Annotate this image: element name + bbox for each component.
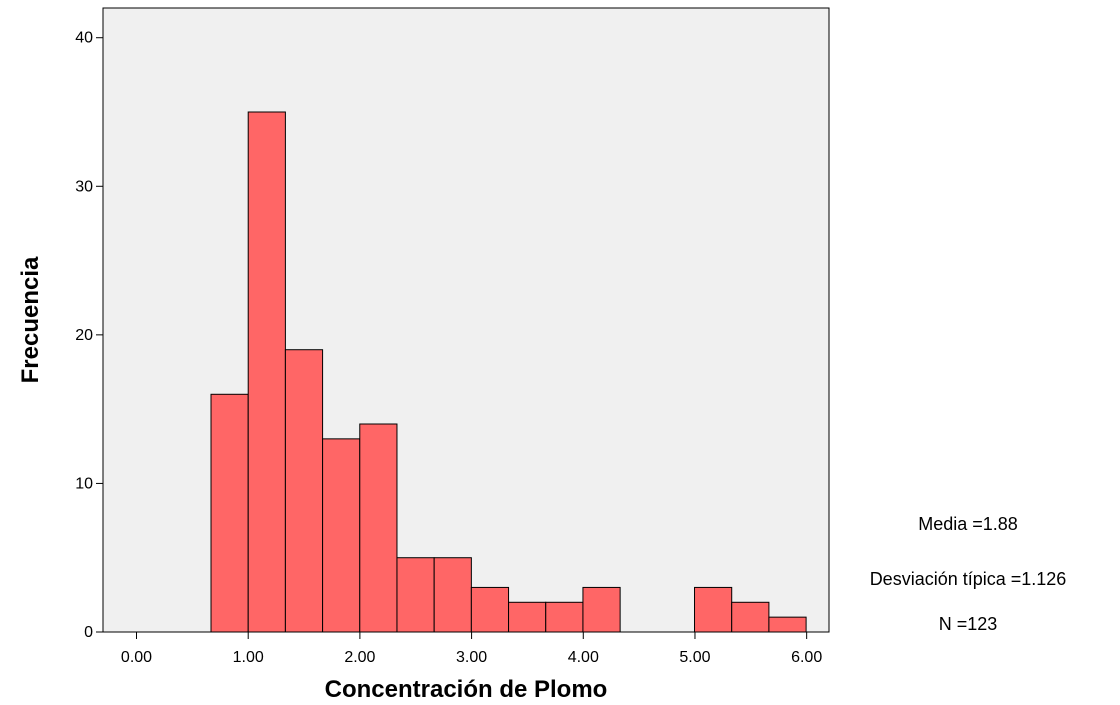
x-tick-label: 6.00	[791, 649, 822, 666]
y-tick-label: 0	[84, 624, 93, 641]
x-tick-label: 2.00	[344, 649, 375, 666]
y-axis-title: Frecuencia	[17, 256, 44, 383]
y-tick-label: 10	[75, 475, 93, 492]
mean-stat: Media =1.88	[918, 514, 1018, 534]
histogram-bar	[433, 557, 472, 633]
histogram-bar	[210, 393, 249, 633]
std-dev-stat: Desviación típica =1.126	[870, 569, 1067, 589]
x-tick-label: 5.00	[679, 649, 710, 666]
x-tick-label: 3.00	[456, 649, 487, 666]
n-stat: N =123	[939, 614, 998, 634]
x-axis: 0.00 1.00 2.00 3.00 4.00 5.00 6.00	[121, 632, 822, 666]
x-axis-title: Concentración de Plomo	[325, 676, 608, 703]
y-tick-label: 30	[75, 178, 93, 195]
histogram-bar	[508, 601, 547, 633]
histogram-bar	[768, 616, 807, 633]
histogram-bar	[359, 423, 398, 633]
y-tick-label: 20	[75, 327, 93, 344]
histogram-bar	[396, 557, 435, 633]
bars-group	[210, 111, 807, 633]
histogram-bar	[582, 586, 621, 633]
y-tick-label: 40	[75, 30, 93, 47]
histogram-bar	[284, 349, 324, 633]
x-tick-label: 0.00	[121, 649, 152, 666]
histogram-bar	[470, 586, 510, 633]
histogram-bar	[731, 601, 770, 633]
histogram-bar	[322, 438, 361, 633]
y-axis: 0 10 20 30 40	[75, 30, 103, 641]
x-tick-label: 4.00	[568, 649, 599, 666]
histogram-bar	[545, 601, 584, 633]
histogram-bar	[247, 111, 286, 633]
histogram-bar	[694, 586, 733, 633]
x-tick-label: 1.00	[233, 649, 264, 666]
